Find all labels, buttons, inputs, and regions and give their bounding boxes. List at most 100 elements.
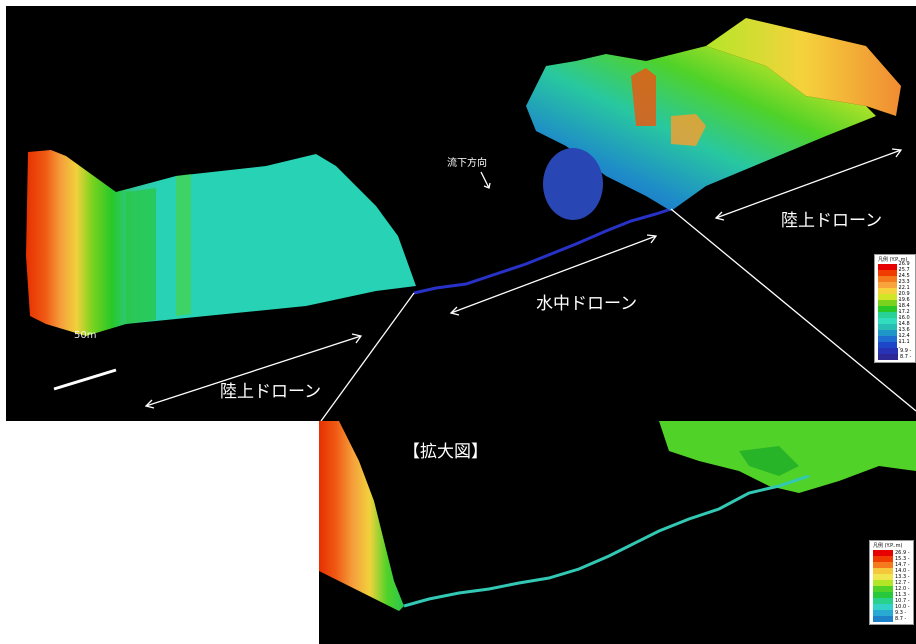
- legend-value: 20.9 -: [898, 291, 910, 303]
- legend-entry: 26.9 -: [878, 261, 912, 273]
- legend-swatch: [873, 616, 893, 622]
- legend-value: 10.7 -: [895, 598, 910, 604]
- zoom-elevation-legend: 凡例 (Y.P..m) 26.9 -15.3 -14.7 -14.0 -13.3…: [869, 540, 914, 625]
- legend-value: 8.7 -: [900, 354, 912, 360]
- legend-entry: 14.8 -: [878, 321, 912, 333]
- legend-swatch: [878, 318, 897, 324]
- zoom-left-bank: [319, 421, 404, 611]
- zoomed-view: 【拡大図】 凡例 (Y.P..m) 26.9 -15.3 -14.7 -14.0…: [319, 421, 916, 644]
- legend-value: 9.9 -: [900, 348, 912, 354]
- legend-swatch: [878, 342, 897, 348]
- land-drone-label-left: 陸上ドローン: [220, 382, 322, 402]
- legend-entry: 10.7 -: [873, 598, 910, 604]
- pond: [543, 148, 603, 220]
- arrows: [144, 148, 916, 421]
- legend-swatch: [878, 264, 897, 270]
- legend-swatch: [873, 592, 893, 598]
- zoom-underwater-profile: [403, 474, 810, 608]
- legend-entry: 8.7 -: [873, 616, 910, 622]
- legend-value: 13.6 -: [898, 327, 910, 339]
- legend-entry: 26.9 -: [873, 550, 910, 556]
- legend-value: 25.7 -: [898, 267, 910, 279]
- legend-entry: 11.1 -: [878, 339, 912, 351]
- legend-entry: 22.1 -: [878, 285, 912, 297]
- legend-value: 12.7 -: [895, 580, 910, 586]
- legend-value: 16.0 -: [898, 315, 910, 327]
- legend-value: 23.3 -: [898, 279, 910, 291]
- scale-bar: [53, 368, 117, 391]
- legend-swatch: [873, 610, 893, 616]
- legend-entry: 12.0 -: [873, 586, 910, 592]
- legend-entry: 13.3 -: [873, 574, 910, 580]
- right-bank-towers: [631, 68, 656, 126]
- legend-value: 26.9 -: [898, 261, 910, 273]
- legend-entry: 17.2 -: [878, 309, 912, 321]
- land-drone-label-right: 陸上ドローン: [781, 211, 883, 231]
- zoom-right-bank-lower: [739, 446, 799, 476]
- legend-swatch: [873, 598, 893, 604]
- legend-value: 13.3 -: [895, 574, 910, 580]
- legend-entry: 23.3 -: [878, 279, 912, 291]
- legend-entry: 9.3 -: [873, 610, 910, 616]
- legend-title: 凡例 (Y.P..m): [878, 257, 908, 263]
- legend-value: 15.3 -: [895, 556, 910, 562]
- legend-value: 11.3 -: [895, 592, 910, 598]
- legend-swatch: [873, 574, 893, 580]
- legend-value: 14.0 -: [895, 568, 910, 574]
- underwater-profile: [413, 207, 672, 295]
- point-cloud-view: 流下方向 陸上ドローン 水中ドローン 陸上ドローン 50m 凡例 (Y.P..m…: [6, 6, 916, 421]
- legend-swatch: [873, 568, 893, 574]
- legend-swatch: [873, 586, 893, 592]
- right-bank-towers-2: [671, 114, 706, 146]
- legend-value: 19.6 -: [898, 297, 910, 309]
- legend-value: 12.0 -: [895, 586, 910, 592]
- point-cloud-scene: [26, 18, 916, 421]
- scale-label: 50m: [74, 330, 97, 341]
- legend-entry: 24.5 -: [878, 273, 912, 285]
- legend-swatch: [878, 330, 897, 336]
- legend-value: 18.4 -: [898, 303, 910, 315]
- legend-entry: 11.3 -: [873, 592, 910, 598]
- underwater-drone-label: 水中ドローン: [536, 294, 638, 314]
- legend-entry: 12.7 -: [873, 580, 910, 586]
- legend-entry: 10.0 -: [873, 604, 910, 610]
- legend-value: 9.3 -: [895, 610, 907, 616]
- legend-swatch: [873, 556, 893, 562]
- legend-swatch: [873, 604, 893, 610]
- legend-entry: 19.6 -: [878, 297, 912, 309]
- legend-swatch: [878, 294, 897, 300]
- legend-swatch: [873, 580, 893, 586]
- legend-swatch: [878, 306, 897, 312]
- legend-swatch: [878, 300, 897, 306]
- legend-value: 8.7 -: [895, 616, 907, 622]
- legend-entry: 12.4 -: [878, 333, 912, 345]
- legend-entry: 13.6 -: [878, 327, 912, 339]
- legend-swatch: [878, 312, 897, 318]
- legend-entry: 14.7 -: [873, 562, 910, 568]
- legend-swatch: [878, 270, 897, 276]
- zoom-legend-title: 凡例 (Y.P..m): [873, 543, 903, 549]
- flow-direction-label: 流下方向: [447, 158, 487, 169]
- legend-swatch: [878, 336, 897, 342]
- zoom-scene: [319, 421, 916, 611]
- left-bank-stripe: [126, 188, 156, 324]
- legend-entry: 9.9 -: [878, 348, 912, 354]
- legend-value: 24.5 -: [898, 273, 910, 285]
- legend-value: 26.9 -: [895, 550, 910, 556]
- legend-entry: 16.0 -: [878, 315, 912, 327]
- legend-swatch: [878, 348, 898, 354]
- legend-value: 11.1 -: [898, 339, 910, 351]
- legend-swatch: [878, 288, 897, 294]
- legend-swatch: [878, 276, 897, 282]
- left-bank-terrain: [26, 150, 416, 336]
- legend-swatch: [878, 354, 898, 360]
- legend-entry: 15.3 -: [873, 556, 910, 562]
- right-bank-slope: [706, 18, 901, 116]
- legend-entry: 25.7 -: [878, 267, 912, 279]
- legend-value: 12.4 -: [898, 333, 910, 345]
- legend-swatch: [873, 562, 893, 568]
- legend-entry: 20.9 -: [878, 291, 912, 303]
- legend-value: 10.0 -: [895, 604, 910, 610]
- legend-entry: 8.7 -: [878, 354, 912, 360]
- left-bank-stripe-2: [176, 174, 191, 316]
